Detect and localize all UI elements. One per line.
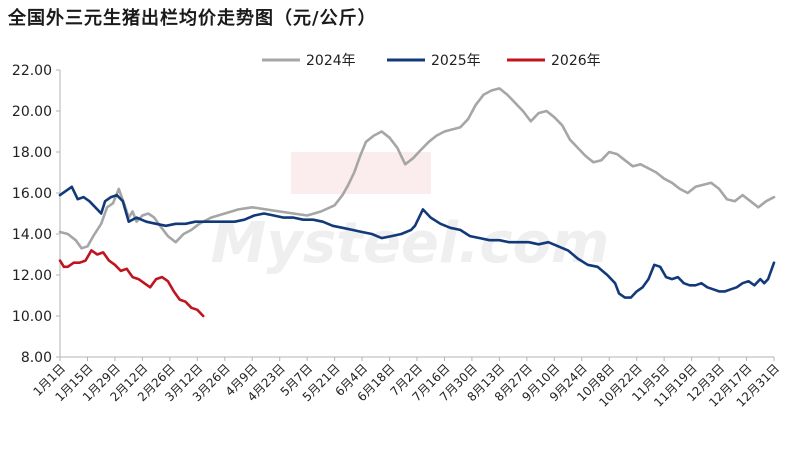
legend-label-3: 2026年 <box>551 53 601 69</box>
y-tick-label: 22.00 <box>12 63 52 79</box>
x-axis: 1月1日1月15日1月29日2月12日2月26日3月12日3月26日4月9日4月… <box>30 356 782 410</box>
series-line-3 <box>58 249 205 318</box>
y-tick-label: 10.00 <box>12 309 52 325</box>
legend-label-1: 2024年 <box>306 53 356 69</box>
legend: 2024年 2025年 2026年 <box>262 53 601 69</box>
series-layer <box>58 87 776 318</box>
y-tick-label: 20.00 <box>12 104 52 120</box>
y-tick-label: 18.00 <box>12 145 52 161</box>
series-line-1 <box>58 87 776 250</box>
y-axis: 8.00 10.00 12.00 14.00 16.00 18.00 20.00 22.00 <box>12 63 61 366</box>
watermark-logo <box>291 152 431 194</box>
watermark: Mysteel.com <box>211 152 609 276</box>
chart-title: 全国外三元生猪出栏均价走势图（元/公斤） <box>8 8 377 29</box>
series-line-2 <box>58 185 776 299</box>
y-tick-label: 12.00 <box>12 268 52 284</box>
y-tick-label: 14.00 <box>12 227 52 243</box>
legend-label-2: 2025年 <box>431 53 481 69</box>
y-tick-label: 8.00 <box>21 350 52 366</box>
y-tick-label: 16.00 <box>12 186 52 202</box>
